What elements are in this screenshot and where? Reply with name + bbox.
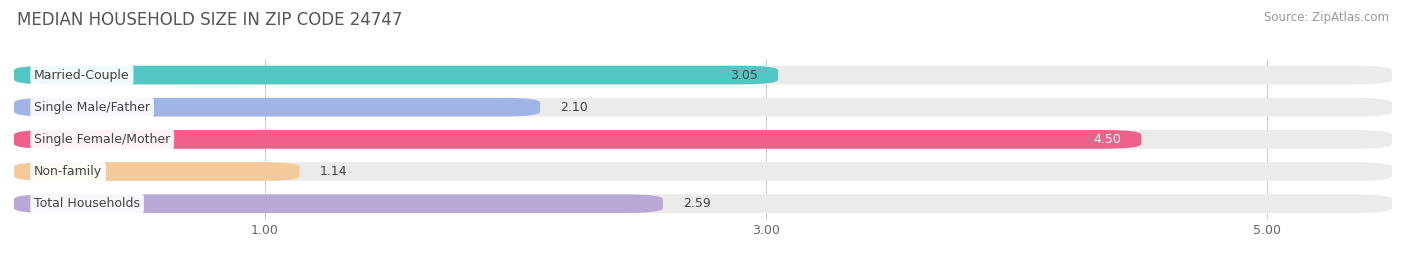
FancyBboxPatch shape	[14, 162, 299, 181]
Text: 4.50: 4.50	[1094, 133, 1122, 146]
Text: Non-family: Non-family	[34, 165, 103, 178]
FancyBboxPatch shape	[14, 66, 1392, 84]
FancyBboxPatch shape	[14, 194, 1392, 213]
Text: Total Households: Total Households	[34, 197, 141, 210]
Text: 3.05: 3.05	[730, 69, 758, 81]
FancyBboxPatch shape	[14, 130, 1142, 149]
Text: Source: ZipAtlas.com: Source: ZipAtlas.com	[1264, 11, 1389, 24]
FancyBboxPatch shape	[14, 98, 540, 117]
Text: 1.14: 1.14	[319, 165, 347, 178]
FancyBboxPatch shape	[14, 98, 1392, 117]
Text: Single Male/Father: Single Male/Father	[34, 101, 150, 114]
FancyBboxPatch shape	[14, 162, 1392, 181]
Text: MEDIAN HOUSEHOLD SIZE IN ZIP CODE 24747: MEDIAN HOUSEHOLD SIZE IN ZIP CODE 24747	[17, 11, 402, 29]
Text: 2.10: 2.10	[560, 101, 588, 114]
FancyBboxPatch shape	[14, 130, 1392, 149]
Text: Single Female/Mother: Single Female/Mother	[34, 133, 170, 146]
Text: Married-Couple: Married-Couple	[34, 69, 129, 81]
FancyBboxPatch shape	[14, 66, 778, 84]
Text: 2.59: 2.59	[683, 197, 710, 210]
FancyBboxPatch shape	[14, 194, 662, 213]
